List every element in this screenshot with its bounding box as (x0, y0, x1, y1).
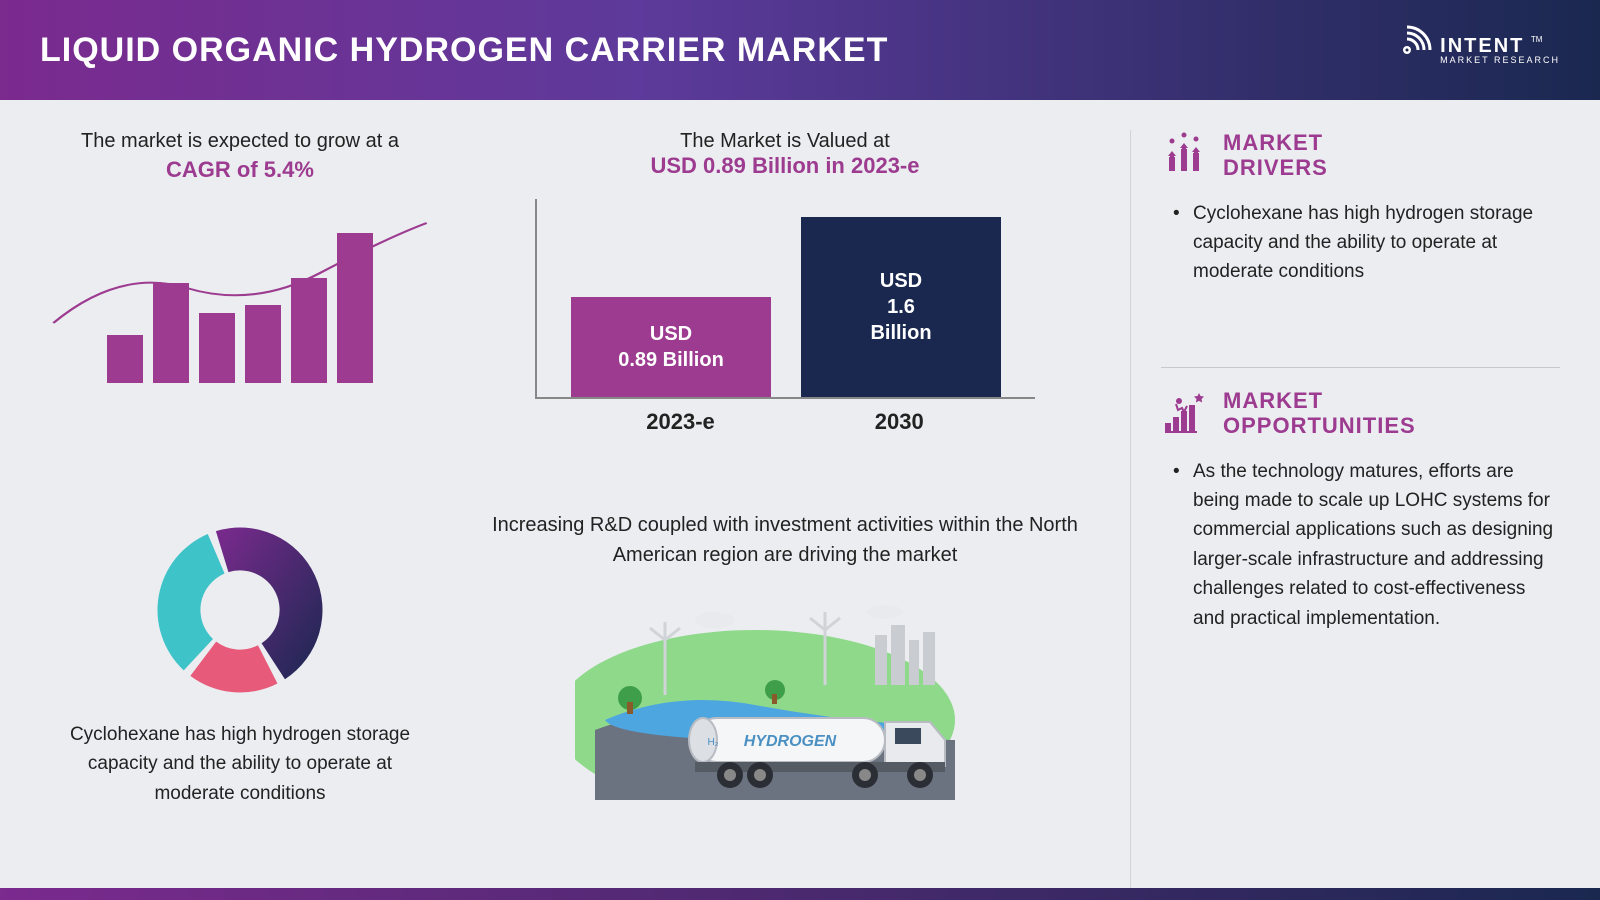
content-grid: The market is expected to grow at a CAGR… (0, 100, 1600, 890)
cagr-bar-chart (40, 213, 440, 383)
page-title: LIQUID ORGANIC HYDROGEN CARRIER MARKET (40, 31, 888, 70)
value-bar-chart: USD 0.89 Billion USD 1.6 Billion (535, 199, 1035, 399)
drivers-heading: MARKET DRIVERS (1161, 130, 1560, 181)
logo-sub-text: MARKET RESEARCH (1440, 56, 1560, 65)
cagr-bar (153, 283, 189, 383)
cagr-bar (245, 305, 281, 383)
cagr-bar (291, 278, 327, 383)
opportunities-title: MARKET OPPORTUNITIES (1223, 388, 1416, 439)
value-amount: USD 0.89 Billion in 2023-e (460, 153, 1110, 179)
value-bar: USD 1.6 Billion (801, 217, 1001, 397)
cagr-panel: The market is expected to grow at a CAGR… (40, 130, 440, 490)
value-bar: USD 0.89 Billion (571, 297, 771, 397)
opportunities-heading: MARKET OPPORTUNITIES (1161, 388, 1560, 439)
section-divider (1161, 367, 1560, 368)
arrows-up-icon (1161, 131, 1209, 179)
cagr-bar (337, 233, 373, 383)
brand-logo: INTENT TM MARKET RESEARCH (1382, 25, 1560, 75)
hydrogen-truck-illustration: HYDROGEN H₂ (575, 590, 995, 800)
donut-slice (190, 642, 277, 693)
cagr-bar (107, 335, 143, 383)
footer-bar (0, 888, 1600, 900)
value-intro: The Market is Valued at (460, 130, 1110, 153)
donut-chart (150, 520, 330, 700)
cagr-intro: The market is expected to grow at a (40, 130, 440, 153)
truck-tank-label: HYDROGEN (744, 733, 837, 750)
header-bar: LIQUID ORGANIC HYDROGEN CARRIER MARKET I… (0, 0, 1600, 100)
list-item: Cyclohexane has high hydrogen storage ca… (1179, 199, 1560, 287)
logo-tm: TM (1531, 35, 1543, 44)
value-axis-labels: 2023-e 2030 (460, 409, 1110, 435)
cagr-value: CAGR of 5.4% (40, 157, 440, 183)
value-panel: The Market is Valued at USD 0.89 Billion… (460, 130, 1110, 490)
list-item: As the technology matures, efforts are b… (1179, 457, 1560, 634)
donut-panel: Cyclohexane has high hydrogen storage ca… (40, 510, 440, 890)
value-bar-label: 2030 (875, 409, 924, 435)
drivers-list: Cyclohexane has high hydrogen storage ca… (1161, 199, 1560, 287)
cagr-bar (199, 313, 235, 383)
trend-line (40, 213, 440, 383)
climb-star-icon (1161, 389, 1209, 437)
logo-main-text: INTENT (1440, 35, 1524, 57)
right-column: MARKET DRIVERS Cyclohexane has high hydr… (1130, 130, 1560, 890)
value-bar-label: 2023-e (646, 409, 715, 435)
rd-caption: Increasing R&D coupled with investment a… (460, 510, 1110, 570)
logo-arc-icon (1382, 25, 1432, 75)
h2-label: H₂ (707, 737, 718, 748)
drivers-title: MARKET DRIVERS (1223, 130, 1328, 181)
donut-caption: Cyclohexane has high hydrogen storage ca… (60, 720, 420, 808)
rd-panel: Increasing R&D coupled with investment a… (460, 510, 1110, 890)
opportunities-list: As the technology matures, efforts are b… (1161, 457, 1560, 634)
